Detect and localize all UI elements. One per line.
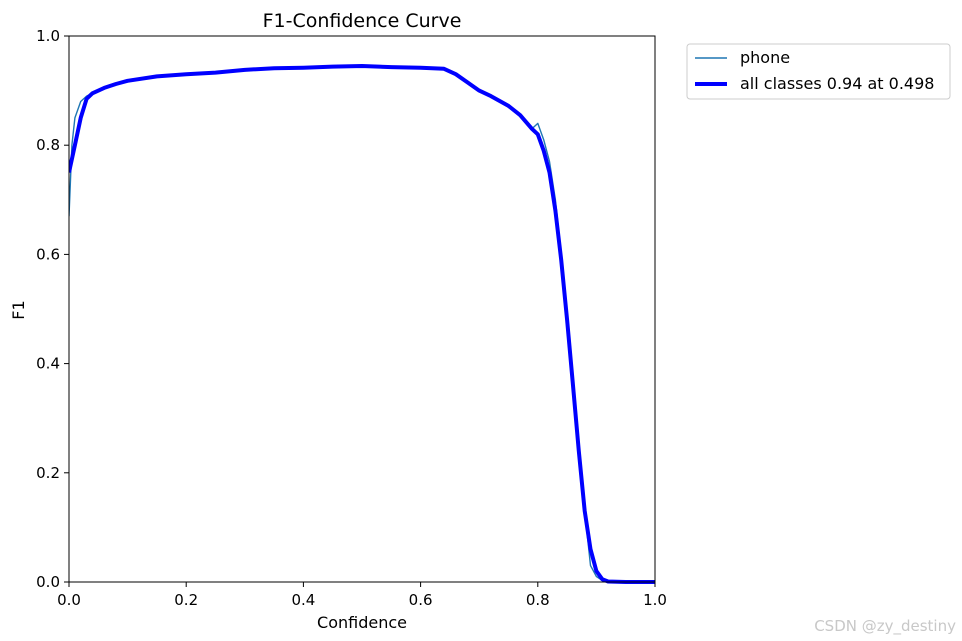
watermark: CSDN @zy_destiny (814, 617, 956, 635)
series-line-all-classes (69, 64, 655, 584)
y-tick-label: 0.4 (36, 355, 60, 373)
chart-title: F1-Confidence Curve (263, 10, 462, 32)
legend-label: all classes 0.94 at 0.498 (740, 74, 934, 93)
x-tick-label: 1.0 (643, 591, 667, 609)
legend-box (686, 43, 951, 100)
y-tick-label: 0.2 (36, 464, 60, 482)
plot-frame (68, 35, 656, 583)
x-tick-label: 0.4 (291, 591, 315, 609)
y-tick-label: 0.6 (36, 245, 60, 263)
x-tick-label: 0.0 (57, 591, 81, 609)
y-tick-label: 1.0 (36, 27, 60, 45)
y-tick-label: 0.8 (36, 136, 60, 154)
x-tick-label: 0.2 (174, 591, 198, 609)
x-axis-label: Confidence (317, 613, 407, 632)
x-tick-label: 0.6 (409, 591, 433, 609)
x-tick-label: 0.8 (526, 591, 550, 609)
y-tick-label: 0.0 (36, 573, 60, 591)
y-axis-label: F1 (9, 300, 28, 319)
legend-label: phone (740, 48, 790, 67)
